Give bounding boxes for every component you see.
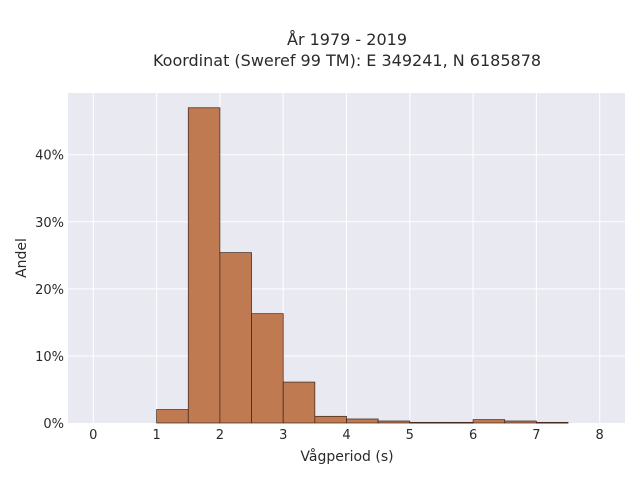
x-tick-label: 7 <box>532 428 540 443</box>
histogram-bar <box>156 409 189 424</box>
histogram-bar <box>409 421 442 424</box>
histogram-bar <box>219 252 252 424</box>
histogram-bars <box>156 107 569 424</box>
y-tick-label: 40% <box>35 149 64 164</box>
histogram-bar <box>314 415 347 424</box>
histogram-bar <box>377 420 411 424</box>
histogram-bar <box>472 419 506 424</box>
x-tick-label: 0 <box>89 428 97 443</box>
histogram-bar <box>441 421 474 424</box>
x-tick-label: 2 <box>216 428 224 443</box>
histogram-bar <box>282 381 316 424</box>
y-tick-label: 0% <box>43 417 64 432</box>
x-tick-label: 1 <box>152 428 160 443</box>
tick-labels: 0 1 2 3 4 5 6 7 8 0% 10% 20% 30% 40% <box>35 149 604 443</box>
y-tick-label: 10% <box>35 350 64 365</box>
histogram-bar <box>251 313 284 424</box>
x-tick-label: 8 <box>596 428 604 443</box>
chart-title-line2: Koordinat (Sweref 99 TM): E 349241, N 61… <box>153 51 541 70</box>
histogram-bar <box>504 420 537 424</box>
x-tick-label: 3 <box>279 428 287 443</box>
histogram-bar <box>187 107 221 424</box>
histogram-bar <box>346 418 379 424</box>
y-axis-title: Andel <box>14 238 30 278</box>
x-tick-label: 4 <box>342 428 350 443</box>
x-axis-title: Vågperiod (s) <box>300 448 393 465</box>
chart-title-line1: År 1979 - 2019 <box>287 30 407 49</box>
histogram-bar <box>536 421 569 424</box>
x-tick-label: 6 <box>469 428 477 443</box>
y-tick-label: 30% <box>35 216 64 231</box>
y-tick-label: 20% <box>35 283 64 298</box>
x-tick-label: 5 <box>406 428 414 443</box>
